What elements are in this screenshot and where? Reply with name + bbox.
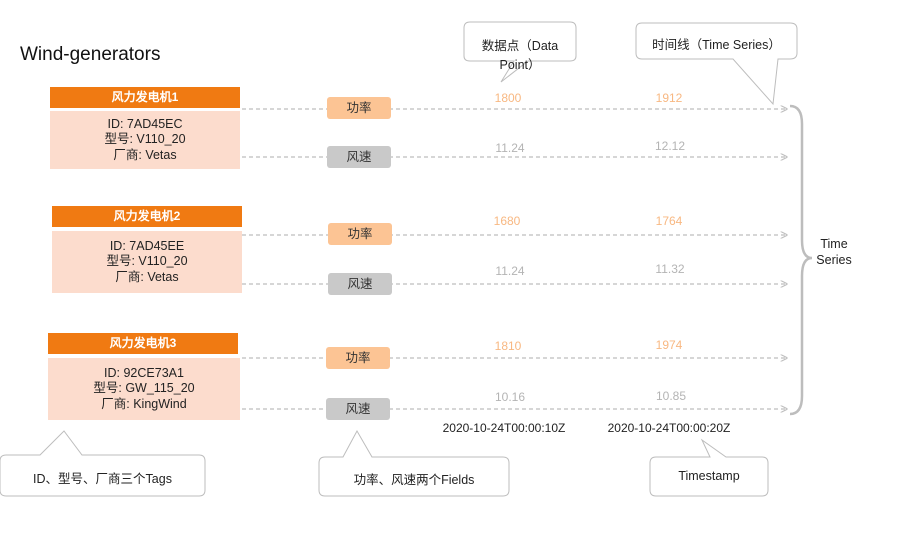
generator-2-speed-field: 风速 bbox=[328, 273, 392, 295]
generator-2-speed-value-2: 11.32 bbox=[655, 262, 685, 276]
callout-timestamp bbox=[649, 438, 769, 497]
time-series-label: Time Series bbox=[816, 237, 852, 267]
timestamp-2: 2020-10-24T00:00:20Z bbox=[607, 421, 731, 435]
generator-1-speed-field: 风速 bbox=[327, 146, 391, 168]
generator-3-power-value-1: 1810 bbox=[494, 339, 522, 353]
generator-3-power-value-2: 1974 bbox=[655, 338, 683, 352]
generator-3-speed-field: 风速 bbox=[326, 398, 390, 420]
time-series-brace bbox=[789, 104, 813, 416]
generator-3-header: 风力发电机3 bbox=[48, 333, 238, 354]
generator-3-id: ID: 92CE73A1 bbox=[104, 365, 184, 380]
callout-fields-text: 功率、风速两个Fields bbox=[353, 473, 475, 487]
generator-3-model: 型号: GW_115_20 bbox=[93, 381, 195, 396]
generator-2-speed-value-1: 11.24 bbox=[495, 264, 525, 278]
generator-3-speed-value-2: 10.85 bbox=[655, 389, 687, 403]
callout-data-point-text: 数据点（Data Point） bbox=[481, 39, 559, 72]
generator-1-tags: ID: 7AD45EC 型号: V110_20 厂商: Vetas bbox=[50, 111, 240, 169]
callout-data-point bbox=[463, 21, 577, 83]
callout-tags-text: ID、型号、厂商三个Tags bbox=[33, 472, 172, 486]
generator-1-power-value-2: 1912 bbox=[655, 91, 683, 105]
generator-3-speed-value-1: 10.16 bbox=[494, 390, 526, 404]
generator-1-model: 型号: V110_20 bbox=[104, 132, 186, 147]
generator-1-header: 风力发电机1 bbox=[50, 87, 240, 108]
generator-2-id: ID: 7AD45EE bbox=[109, 238, 185, 253]
generator-3-tags: ID: 92CE73A1 型号: GW_115_20 厂商: KingWind bbox=[48, 358, 240, 420]
generator-3-power-field: 功率 bbox=[326, 347, 390, 369]
generator-2-vendor: 厂商: Vetas bbox=[115, 269, 179, 284]
generator-1-speed-value-1: 11.24 bbox=[495, 141, 525, 155]
generator-3-vendor: 厂商: KingWind bbox=[101, 396, 187, 411]
page-title: Wind-generators bbox=[20, 44, 161, 65]
generator-2-header: 风力发电机2 bbox=[52, 206, 242, 227]
callout-timestamp-text: Timestamp bbox=[678, 469, 740, 483]
callout-fields bbox=[318, 429, 510, 497]
generator-2-power-field: 功率 bbox=[328, 223, 392, 245]
callout-tags bbox=[0, 430, 206, 497]
generator-2-model: 型号: V110_20 bbox=[106, 254, 188, 269]
generator-2-tags: ID: 7AD45EE 型号: V110_20 厂商: Vetas bbox=[52, 231, 242, 293]
callout-time-series-text: 时间线（Time Series） bbox=[652, 38, 781, 52]
generator-2-power-value-2: 1764 bbox=[655, 214, 683, 228]
generator-1-speed-value-2: 12.12 bbox=[654, 139, 686, 153]
generator-1-power-value-1: 1800 bbox=[494, 91, 522, 105]
generator-1-vendor: 厂商: Vetas bbox=[113, 147, 177, 162]
timestamp-1: 2020-10-24T00:00:10Z bbox=[442, 421, 566, 435]
generator-1-id: ID: 7AD45EC bbox=[107, 116, 183, 131]
generator-2-power-value-1: 1680 bbox=[493, 214, 521, 228]
callout-time-series bbox=[635, 22, 798, 106]
generator-1-power-field: 功率 bbox=[327, 97, 391, 119]
